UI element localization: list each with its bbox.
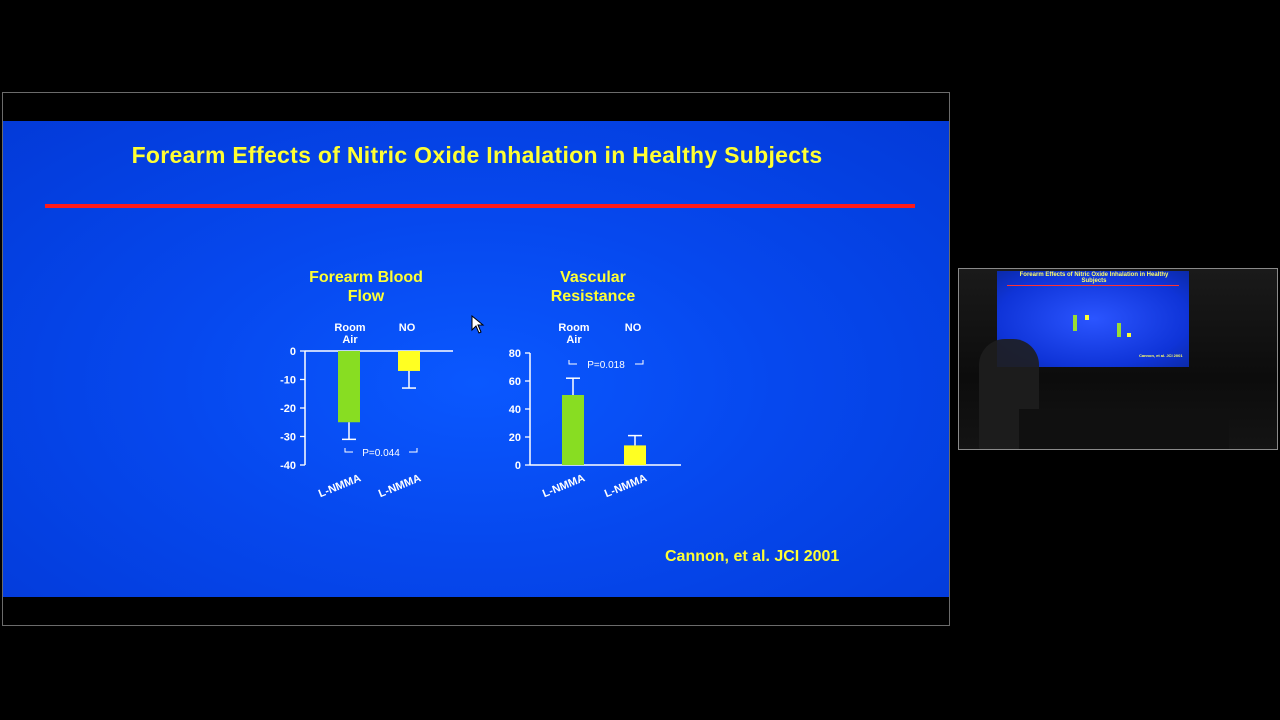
mouse-cursor-icon <box>471 315 485 334</box>
y-tick-label: -20 <box>280 403 296 415</box>
group-label: Room <box>334 322 365 334</box>
y-tick-label: 60 <box>509 376 521 388</box>
thumbnail-slide-title: Forearm Effects of Nitric Oxide Inhalati… <box>1019 272 1169 284</box>
thumbnail-divider <box>1007 285 1179 286</box>
bar <box>624 445 646 465</box>
chart-2-title: Vascular Resistance <box>508 268 678 306</box>
significance-bracket <box>635 360 644 365</box>
category-label: L-NMMA <box>541 472 587 500</box>
citation: Cannon, et al. JCI 2001 <box>665 548 840 565</box>
y-tick-label: -10 <box>280 375 296 387</box>
title-divider <box>45 204 915 208</box>
significance-bracket <box>409 448 418 453</box>
thumbnail-charts <box>1073 315 1131 337</box>
category-label: L-NMMA <box>603 472 649 500</box>
y-tick-label: -30 <box>280 432 296 444</box>
group-label: NO <box>399 322 416 334</box>
category-label: L-NMMA <box>377 472 423 500</box>
slide-title: Forearm Effects of Nitric Oxide Inhalati… <box>131 142 823 168</box>
presentation-viewer: Forearm Effects of Nitric Oxide Inhalati… <box>2 92 950 626</box>
thumbnail-bar <box>1117 323 1121 337</box>
p-value-label: P=0.044 <box>362 448 400 459</box>
group-label: Air <box>566 334 582 346</box>
speaker-video-thumbnail[interactable]: Forearm Effects of Nitric Oxide Inhalati… <box>958 268 1278 450</box>
thumbnail-bar <box>1073 315 1077 331</box>
podium <box>1019 409 1229 449</box>
chart-2-title-line-1: Vascular <box>560 269 626 286</box>
group-label: Room <box>558 322 589 334</box>
bar <box>562 395 584 465</box>
bar <box>338 351 360 423</box>
chart-1-title-line-1: Forearm Blood <box>309 269 423 286</box>
chart-2-title-line-2: Resistance <box>550 288 636 305</box>
thumbnail-bar <box>1127 333 1131 337</box>
significance-bracket <box>344 448 353 453</box>
category-label: L-NMMA <box>317 472 363 500</box>
group-label: Air <box>342 334 358 346</box>
y-tick-label: -40 <box>280 460 296 472</box>
significance-bracket <box>568 360 577 365</box>
group-label: NO <box>625 322 642 334</box>
y-tick-label: 80 <box>509 348 521 360</box>
thumbnail-citation: Cannon, et al. JCI 2001 <box>1139 353 1183 358</box>
thumbnail-bar <box>1085 315 1089 320</box>
charts-canvas: 0-10-20-30-40RoomAirL-NMMANOL-NMMAP=0.04… <box>280 322 681 500</box>
y-tick-label: 40 <box>509 404 521 416</box>
y-tick-label: 0 <box>290 346 296 358</box>
bar <box>398 351 420 371</box>
chart-1-title-line-2: Flow <box>347 288 385 305</box>
slide: Forearm Effects of Nitric Oxide Inhalati… <box>3 121 949 597</box>
chart-1-title: Forearm Blood Flow <box>271 268 461 306</box>
p-value-label: P=0.018 <box>587 360 625 371</box>
y-tick-label: 0 <box>515 460 521 472</box>
y-tick-label: 20 <box>509 432 521 444</box>
